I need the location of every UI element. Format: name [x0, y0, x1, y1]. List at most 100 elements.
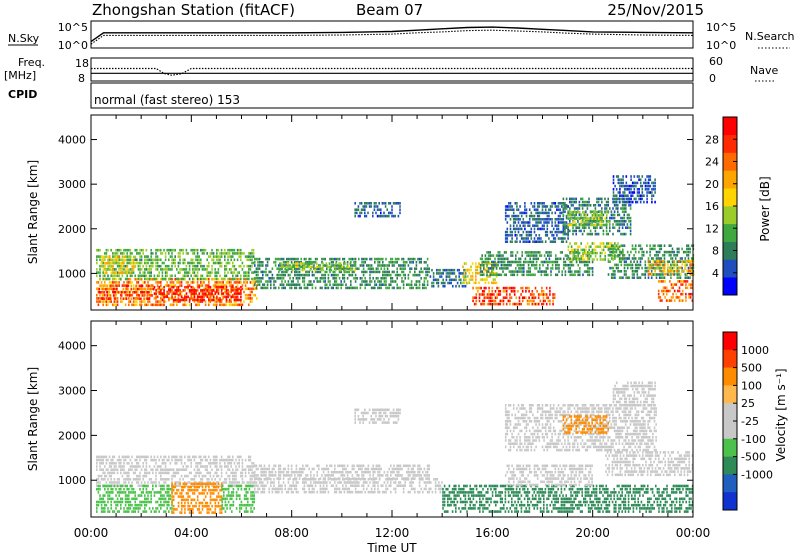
heatmap-cell — [113, 468, 116, 471]
heatmap-cell — [233, 258, 236, 262]
heatmap-cell — [519, 218, 521, 221]
heatmap-cell — [401, 257, 403, 261]
heatmap-cell — [200, 484, 202, 487]
heatmap-cell — [100, 478, 103, 481]
heatmap-cell — [684, 266, 687, 269]
heatmap-cell — [126, 258, 128, 262]
heatmap-cell — [273, 286, 275, 290]
heatmap-cell — [156, 261, 159, 265]
heatmap-cell — [97, 300, 100, 303]
heatmap-cell — [534, 254, 536, 257]
heatmap-cell — [193, 252, 196, 255]
heatmap-cell — [190, 293, 192, 297]
heatmap-cell — [224, 268, 226, 271]
heatmap-cell — [163, 277, 165, 281]
heatmap-cell — [620, 244, 623, 247]
colorbar-tick-label: 16 — [705, 200, 719, 213]
heatmap-cell — [260, 261, 262, 264]
heatmap-cell — [206, 468, 208, 471]
heatmap-cell — [418, 286, 421, 290]
heatmap-cell — [321, 286, 323, 290]
heatmap-cell — [591, 258, 594, 261]
heatmap-cell — [131, 468, 133, 471]
heatmap-cell — [393, 286, 395, 290]
heatmap-cell — [255, 286, 258, 290]
heatmap-cell — [619, 188, 621, 191]
heatmap-cell — [580, 220, 582, 224]
heatmap-cell — [601, 207, 603, 210]
heatmap-cell — [220, 289, 223, 292]
heatmap-cell — [148, 264, 151, 268]
heatmap-cell — [521, 296, 524, 299]
heatmap-cell — [512, 224, 515, 227]
heatmap-cell — [647, 184, 650, 188]
heatmap-cell — [160, 290, 162, 294]
heatmap-cell — [350, 286, 352, 290]
heatmap-cell — [478, 296, 481, 299]
heatmap-cell — [137, 297, 140, 300]
heatmap-cell — [569, 242, 571, 245]
heatmap-cell — [502, 302, 505, 306]
heatmap-cell — [504, 211, 507, 215]
heatmap-cell — [303, 262, 305, 265]
heatmap-cell — [597, 197, 600, 201]
heatmap-cell — [481, 262, 483, 265]
heatmap-cell — [652, 194, 655, 197]
heatmap-cell — [309, 268, 312, 272]
heatmap-cell — [131, 465, 133, 468]
heatmap-cell — [206, 484, 208, 487]
heatmap-cell — [516, 224, 518, 227]
heatmap-cell — [630, 260, 632, 263]
heatmap-cell — [589, 204, 592, 207]
heatmap-cell — [567, 237, 569, 240]
heatmap-cell — [518, 263, 520, 267]
heatmap-cell — [486, 278, 488, 281]
heatmap-cell — [124, 297, 126, 300]
heatmap-cell — [541, 218, 544, 221]
heatmap-cell — [235, 303, 237, 307]
heatmap-cell — [108, 291, 110, 294]
heatmap-cell — [227, 474, 229, 478]
heatmap-cell — [404, 264, 406, 267]
heatmap-cell — [426, 267, 429, 270]
heatmap-cell — [147, 268, 149, 271]
heatmap-cell — [591, 267, 594, 270]
heatmap-cell — [625, 175, 628, 178]
heatmap-cell — [607, 220, 610, 224]
heatmap-cell — [171, 248, 173, 252]
heatmap-cell — [689, 283, 692, 286]
heatmap-cell — [164, 255, 167, 258]
heatmap-cell — [209, 462, 212, 465]
heatmap-cell — [102, 255, 105, 259]
heatmap-cell — [279, 277, 282, 280]
heatmap-cell — [651, 191, 653, 194]
heatmap-cell — [302, 273, 304, 277]
heatmap-cell — [636, 273, 639, 276]
heatmap-cell — [329, 283, 331, 286]
heatmap-cell — [520, 221, 523, 224]
heatmap-cell — [646, 188, 648, 191]
heatmap-cell — [552, 293, 554, 296]
heatmap-cell — [393, 280, 395, 283]
heatmap-cell — [409, 286, 411, 290]
heatmap-cell — [200, 289, 202, 292]
heatmap-cell — [651, 197, 653, 201]
heatmap-cell — [324, 264, 326, 267]
heatmap-cell — [145, 274, 148, 278]
heatmap-cell — [388, 270, 390, 274]
heatmap-cell — [544, 208, 547, 211]
heatmap-cell — [450, 278, 452, 282]
heatmap-cell — [532, 254, 535, 257]
heatmap-cell — [529, 293, 532, 296]
heatmap-cell — [248, 303, 250, 307]
heatmap-cell — [230, 284, 232, 287]
heatmap-cell — [520, 214, 523, 218]
heatmap-cell — [190, 297, 192, 300]
heatmap-cell — [227, 289, 229, 292]
series-nave — [91, 67, 693, 76]
heatmap-cell — [294, 261, 296, 264]
heatmap-cell — [639, 260, 642, 263]
heatmap-cell — [668, 266, 671, 269]
heatmap-cell — [246, 281, 248, 284]
heatmap-cell — [505, 302, 508, 306]
